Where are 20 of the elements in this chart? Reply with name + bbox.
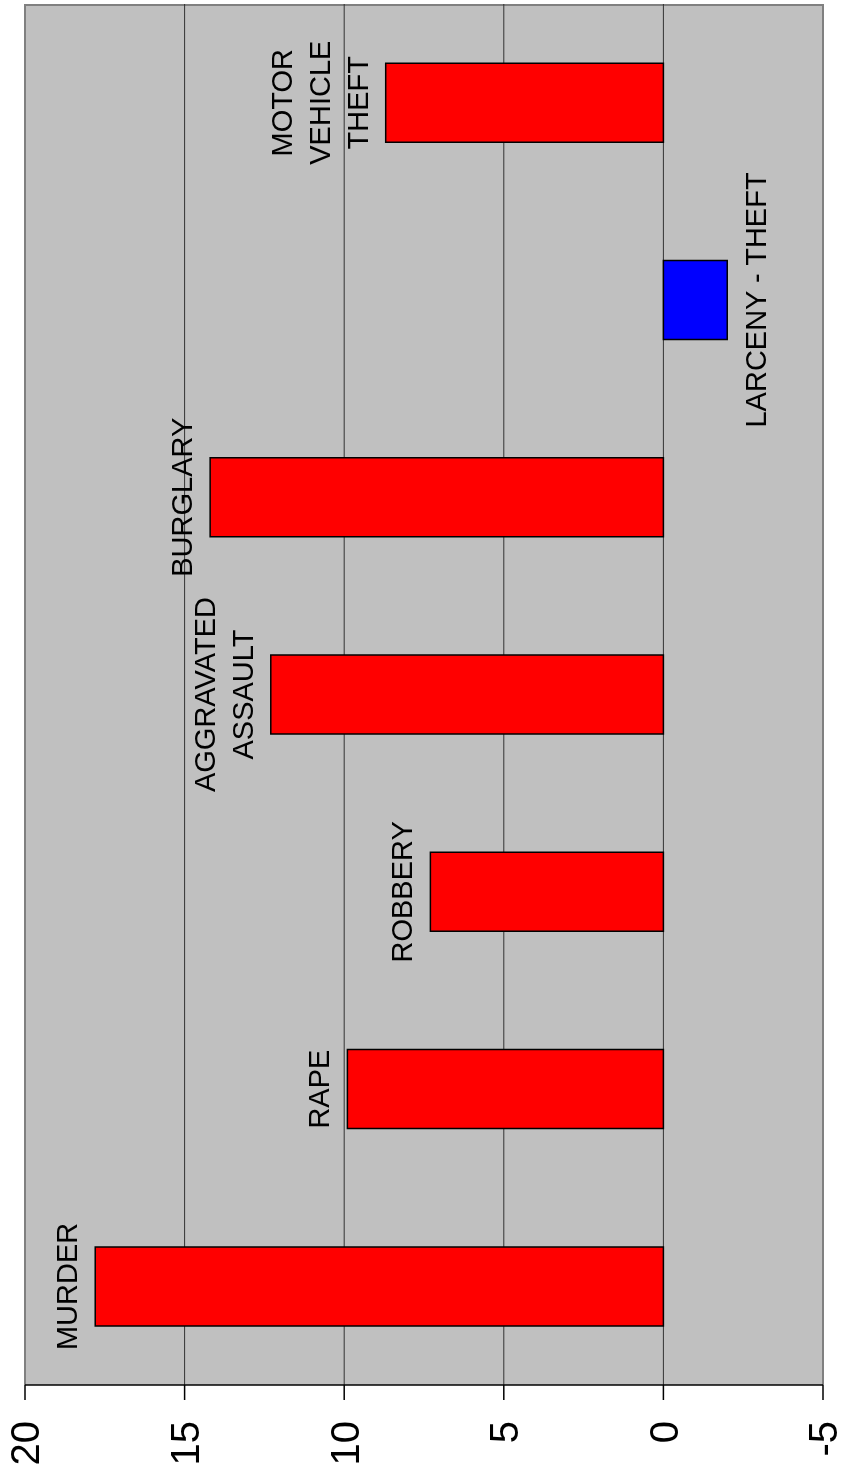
y-tick-label: ROBBERY: [386, 821, 419, 963]
bar: [429, 851, 665, 933]
x-tick-label: 0: [641, 1421, 686, 1444]
y-tick-label: AGGRAVATED ASSAULT: [188, 597, 259, 793]
bar: [94, 1246, 665, 1327]
x-tick-label: 5: [482, 1421, 527, 1444]
bar: [209, 457, 665, 538]
x-tick-label: 15: [163, 1421, 207, 1466]
bar: [384, 62, 665, 143]
y-tick-label: MURDER: [51, 1222, 84, 1351]
y-tick-label: MOTOR VEHICLE THEFT: [265, 40, 374, 165]
x-tick-label: -5: [801, 1421, 845, 1457]
bar: [270, 654, 665, 735]
y-tick-label: BURGLARY: [166, 417, 199, 577]
y-tick-label: LARCENY - THEFT: [740, 172, 772, 428]
bar: [662, 259, 728, 341]
x-tick-label: 20: [3, 1421, 48, 1466]
bar: [346, 1048, 665, 1130]
y-tick-label: RAPE: [303, 1049, 336, 1129]
x-tick-label: 10: [322, 1421, 367, 1466]
